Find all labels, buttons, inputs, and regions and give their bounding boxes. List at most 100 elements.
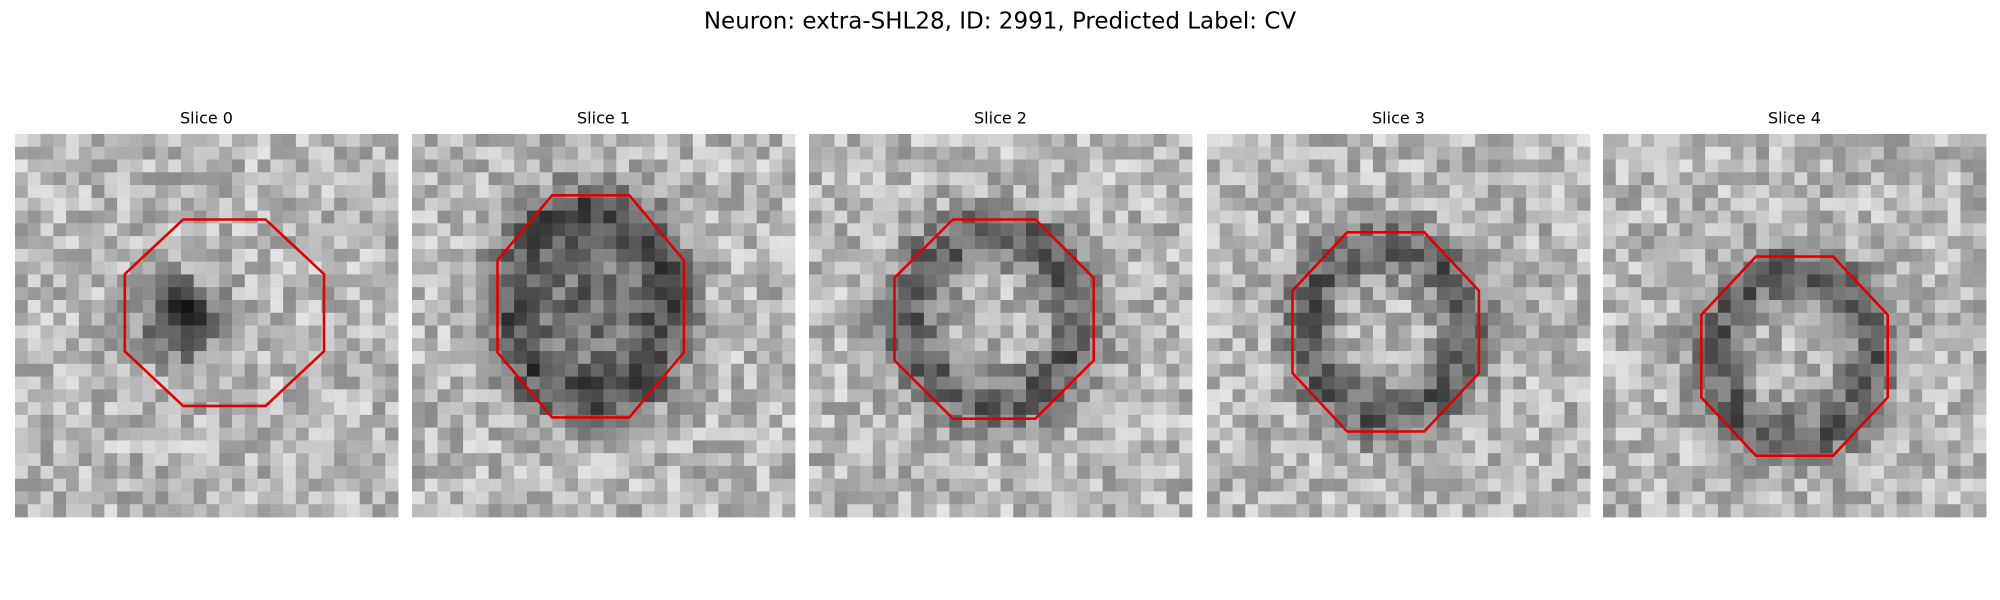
pixel: [885, 312, 899, 326]
pixel: [450, 172, 464, 186]
pixel: [1896, 172, 1910, 186]
pixel: [1526, 261, 1540, 275]
pixel: [1960, 402, 1974, 416]
pixel: [911, 338, 925, 352]
pixel: [1947, 414, 1961, 429]
pixel: [1436, 159, 1450, 173]
pixel: [1360, 172, 1374, 186]
pixel: [911, 389, 925, 403]
pixel: [847, 453, 861, 467]
pixel: [53, 261, 67, 275]
pixel: [1615, 210, 1629, 224]
pixel: [475, 299, 489, 314]
pixel: [1666, 478, 1680, 492]
pixel: [334, 236, 348, 250]
pixel: [1603, 363, 1617, 377]
pixel: [1654, 504, 1668, 518]
pixel: [1832, 210, 1846, 224]
pixel: [1219, 376, 1233, 390]
pixel: [463, 351, 477, 365]
pixel: [283, 363, 297, 377]
pixel: [168, 159, 182, 173]
pixel: [756, 312, 770, 326]
pixel: [1922, 236, 1936, 250]
pixel: [847, 236, 861, 250]
pixel: [1807, 134, 1821, 148]
pixel: [1449, 185, 1463, 199]
pixel: [1858, 134, 1872, 148]
pixel: [1679, 402, 1693, 416]
pixel: [232, 491, 246, 505]
pixel: [577, 491, 592, 505]
pixel: [949, 491, 963, 505]
pixel: [1347, 427, 1361, 441]
pixel: [155, 172, 169, 186]
pixel: [936, 363, 950, 377]
pixel: [860, 274, 874, 288]
pixel: [334, 491, 348, 505]
pixel: [283, 465, 297, 480]
pixel: [1000, 351, 1014, 365]
pixel: [680, 478, 694, 492]
pixel: [117, 363, 131, 377]
pixel: [539, 453, 553, 467]
pixel: [1296, 427, 1310, 441]
pixel: [1947, 274, 1961, 288]
pixel: [450, 197, 464, 211]
pixel: [424, 312, 438, 326]
pixel: [1692, 312, 1706, 326]
pixel: [1679, 146, 1693, 160]
pixel: [53, 248, 67, 263]
pixel: [129, 146, 144, 160]
pixel: [334, 223, 348, 237]
pixel: [552, 197, 566, 211]
pixel: [743, 274, 758, 288]
pixel: [1219, 453, 1233, 467]
pixel: [1947, 146, 1961, 160]
pixel: [1013, 197, 1027, 211]
pixel: [552, 299, 566, 314]
pixel: [590, 338, 604, 352]
pixel: [424, 172, 438, 186]
pixel: [847, 325, 861, 339]
pixel: [1436, 325, 1450, 339]
pixel: [1615, 274, 1629, 288]
pixel: [1051, 504, 1065, 518]
pixel: [565, 504, 579, 518]
pixel: [232, 248, 246, 263]
pixel: [283, 210, 297, 224]
pixel: [1179, 338, 1193, 352]
pixel: [1449, 325, 1463, 339]
pixel: [782, 223, 796, 237]
pixel: [847, 210, 861, 224]
pixel: [1153, 172, 1167, 186]
pixel: [629, 236, 643, 250]
pixel: [78, 478, 92, 492]
pixel: [66, 504, 80, 518]
pixel: [1909, 465, 1923, 480]
pixel: [705, 312, 719, 326]
pixel: [577, 427, 592, 441]
pixel: [860, 427, 874, 441]
pixel: [1115, 325, 1129, 339]
pixel: [1385, 453, 1399, 467]
pixel: [1717, 134, 1732, 148]
pixel: [1258, 478, 1272, 492]
pixel: [1909, 274, 1923, 288]
pixel: [590, 287, 604, 301]
pixel: [1794, 185, 1808, 199]
pixel: [1411, 248, 1425, 263]
pixel: [15, 491, 29, 505]
pixel: [1564, 146, 1578, 160]
pixel: [821, 197, 835, 211]
pixel: [437, 287, 451, 301]
pixel: [1309, 427, 1323, 441]
pixel: [334, 414, 348, 429]
slice-image: [809, 134, 1193, 518]
pixel: [1064, 440, 1078, 454]
pixel: [577, 402, 592, 416]
pixel: [1411, 299, 1425, 314]
pixel: [1385, 159, 1399, 173]
pixel: [219, 504, 233, 518]
pixel: [526, 465, 541, 480]
